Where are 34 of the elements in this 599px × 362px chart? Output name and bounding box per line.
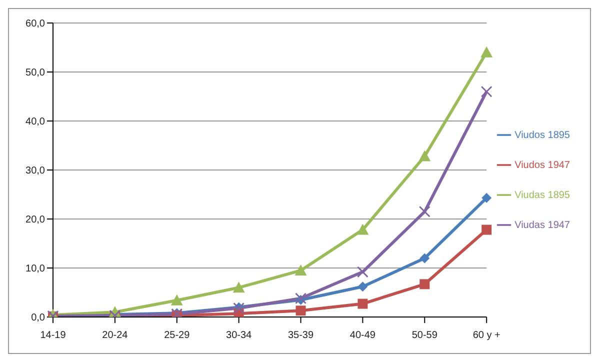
point (482, 224, 492, 235)
point (356, 224, 369, 235)
legend-label: Viudas 1895 (514, 190, 570, 201)
x-tick-label: 25-29 (164, 330, 190, 342)
y-tick-label: 20,0 (26, 214, 46, 226)
x-tick-label: 35-39 (288, 330, 314, 342)
y-tick-label: 30,0 (26, 166, 46, 177)
point (170, 294, 183, 306)
legend-label: Viudos 1947 (514, 160, 570, 171)
point (480, 46, 493, 58)
point (420, 279, 430, 290)
point (480, 86, 492, 98)
legend-label: Viudos 1895 (514, 130, 570, 141)
point (294, 264, 307, 276)
x-tick-label: 20-24 (102, 330, 128, 342)
x-tick-label: 50-59 (412, 330, 438, 342)
y-tick-label: 50,0 (26, 68, 46, 79)
point (356, 266, 368, 278)
point (358, 298, 368, 309)
y-tick-label: 60,0 (26, 18, 46, 30)
x-tick-label: 14-19 (40, 330, 66, 342)
point (420, 253, 430, 264)
point (358, 282, 368, 292)
point (296, 306, 306, 316)
point (482, 192, 492, 203)
y-tick-label: 40,0 (26, 116, 46, 128)
x-tick-label: 30-34 (226, 330, 252, 342)
y-tick-label: 0,0 (31, 312, 46, 324)
point (418, 150, 431, 162)
legend-label: Viudas 1947 (514, 220, 570, 231)
y-tick-label: 10,0 (26, 264, 46, 275)
x-tick-label: 40-49 (350, 330, 376, 342)
x-tick-label: 60 y + (472, 330, 500, 342)
point (232, 282, 245, 293)
